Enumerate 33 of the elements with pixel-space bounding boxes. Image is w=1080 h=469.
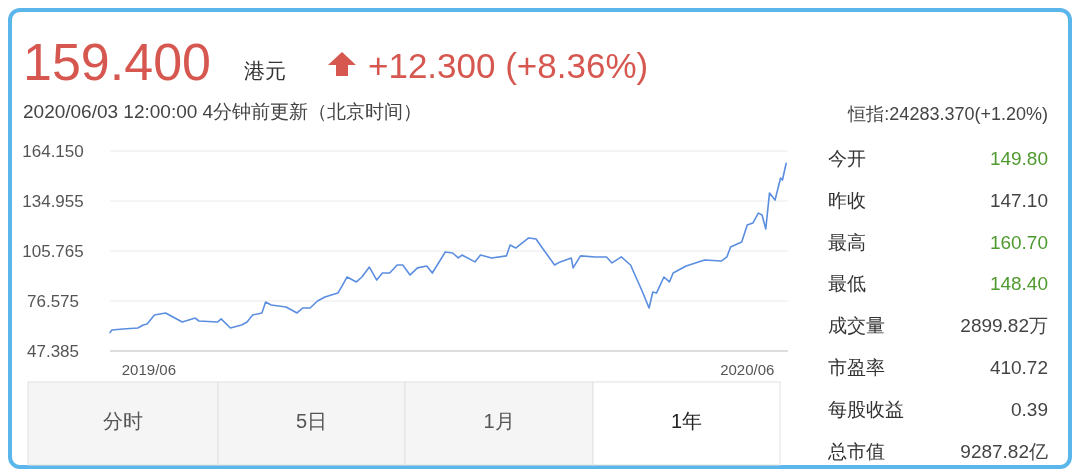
text: 1年 <box>670 410 703 432</box>
text: 1月 <box>483 410 515 432</box>
text: 总市值 <box>827 440 885 462</box>
text: 港元 <box>244 59 286 82</box>
x-tick-label: 2020/06 <box>720 361 775 378</box>
text: 今开 <box>828 148 866 169</box>
text: 每股收益 <box>828 398 904 420</box>
text: +12.300 (+8.36%) <box>368 46 649 85</box>
text: 分时 <box>103 410 143 432</box>
chart-title: 159.400 <box>23 33 211 91</box>
x-tick-label: 2019/06 <box>121 361 177 378</box>
y-tick-label: 164.150 <box>22 142 84 161</box>
text: 149.80 <box>989 148 1048 169</box>
text: 5日 <box>295 410 328 432</box>
text: 160.70 <box>989 231 1048 253</box>
y-tick-label: 47.385 <box>27 342 79 361</box>
text: 147.10 <box>989 189 1048 211</box>
text: 148.40 <box>989 273 1048 295</box>
text: 最高 <box>828 231 866 253</box>
text: 恒指:24283.370(+1.20%) <box>847 104 1048 124</box>
text: 市盈率 <box>828 357 885 378</box>
line-series <box>109 162 787 334</box>
text: 最低 <box>828 273 866 295</box>
text: 410.72 <box>989 357 1048 378</box>
y-tick-label: 134.955 <box>22 192 84 212</box>
text: 2899.82万 <box>960 315 1048 337</box>
text: 成交量 <box>828 315 885 337</box>
chart-subtitle: 2020/06/03 12:00:00 4分钟前更新（北京时间） <box>23 101 423 122</box>
text: 9287.82亿 <box>960 440 1048 462</box>
text: 昨收 <box>828 189 866 211</box>
y-tick-label: 76.575 <box>27 292 79 311</box>
y-tick-label: 105.765 <box>22 242 84 261</box>
text: 0.39 <box>1011 398 1048 420</box>
